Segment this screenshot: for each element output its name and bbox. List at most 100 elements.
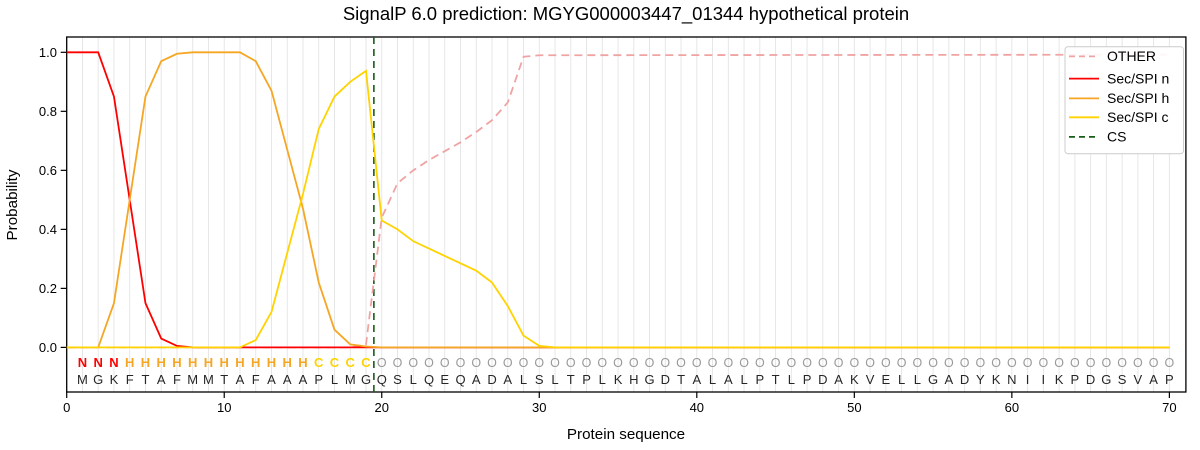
svg-text:0.8: 0.8 — [39, 104, 57, 119]
svg-text:O: O — [1133, 356, 1143, 370]
svg-text:L: L — [898, 372, 905, 387]
svg-text:M: M — [187, 372, 198, 387]
svg-text:O: O — [881, 356, 891, 370]
svg-text:P: P — [1165, 372, 1174, 387]
svg-text:L: L — [740, 372, 747, 387]
svg-text:E: E — [881, 372, 890, 387]
svg-text:G: G — [361, 372, 371, 387]
svg-text:P: P — [755, 372, 764, 387]
svg-text:O: O — [629, 356, 639, 370]
svg-text:A: A — [236, 372, 245, 387]
svg-text:Q: Q — [377, 372, 387, 387]
svg-text:O: O — [456, 356, 466, 370]
svg-text:O: O — [975, 356, 985, 370]
svg-text:P: P — [803, 372, 812, 387]
svg-text:C: C — [330, 355, 340, 370]
svg-text:A: A — [834, 372, 843, 387]
svg-text:O: O — [377, 356, 387, 370]
svg-text:O: O — [440, 356, 450, 370]
svg-text:A: A — [472, 372, 481, 387]
svg-text:Q: Q — [455, 372, 465, 387]
svg-text:O: O — [802, 356, 812, 370]
svg-text:N: N — [1007, 372, 1016, 387]
svg-text:K: K — [614, 372, 623, 387]
svg-text:Q: Q — [424, 372, 434, 387]
svg-text:L: L — [331, 372, 338, 387]
svg-text:60: 60 — [1005, 400, 1019, 415]
svg-text:O: O — [755, 356, 765, 370]
svg-text:D: D — [818, 372, 827, 387]
svg-text:G: G — [93, 372, 103, 387]
svg-text:O: O — [393, 356, 403, 370]
svg-text:A: A — [283, 372, 292, 387]
svg-text:G: G — [644, 372, 654, 387]
svg-text:O: O — [786, 356, 796, 370]
svg-text:H: H — [157, 355, 166, 370]
svg-text:M: M — [77, 372, 88, 387]
svg-text:O: O — [928, 356, 938, 370]
svg-text:I: I — [1042, 372, 1046, 387]
svg-text:L: L — [914, 372, 921, 387]
svg-text:H: H — [629, 372, 638, 387]
svg-text:I: I — [1026, 372, 1030, 387]
svg-text:S: S — [535, 372, 544, 387]
svg-text:O: O — [534, 356, 544, 370]
svg-text:Sec/SPI n: Sec/SPI n — [1107, 70, 1169, 86]
svg-text:O: O — [818, 356, 828, 370]
svg-text:P: P — [314, 372, 323, 387]
svg-text:0.4: 0.4 — [39, 222, 57, 237]
svg-text:D: D — [1086, 372, 1095, 387]
svg-text:H: H — [235, 355, 244, 370]
svg-text:O: O — [487, 356, 497, 370]
svg-text:H: H — [283, 355, 292, 370]
svg-text:V: V — [866, 372, 875, 387]
svg-text:O: O — [912, 356, 922, 370]
svg-text:S: S — [1118, 372, 1127, 387]
svg-text:T: T — [677, 372, 685, 387]
svg-text:A: A — [157, 372, 166, 387]
svg-text:H: H — [251, 355, 260, 370]
svg-text:C: C — [314, 355, 324, 370]
svg-text:A: A — [724, 372, 733, 387]
svg-text:O: O — [1023, 356, 1033, 370]
svg-text:O: O — [408, 356, 418, 370]
svg-text:L: L — [599, 372, 606, 387]
svg-text:CS: CS — [1107, 129, 1126, 145]
svg-text:20: 20 — [375, 400, 389, 415]
svg-text:E: E — [440, 372, 449, 387]
svg-text:A: A — [299, 372, 308, 387]
svg-text:O: O — [550, 356, 560, 370]
svg-text:40: 40 — [690, 400, 704, 415]
svg-text:O: O — [708, 356, 718, 370]
svg-text:L: L — [410, 372, 417, 387]
svg-text:70: 70 — [1162, 400, 1176, 415]
svg-text:SignalP 6.0 prediction: MGYG00: SignalP 6.0 prediction: MGYG000003447_01… — [343, 3, 909, 25]
svg-text:O: O — [897, 356, 907, 370]
svg-text:C: C — [346, 355, 356, 370]
svg-text:K: K — [992, 372, 1001, 387]
svg-text:N: N — [78, 355, 87, 370]
svg-text:0: 0 — [63, 400, 70, 415]
svg-text:K: K — [1055, 372, 1064, 387]
svg-text:OTHER: OTHER — [1107, 48, 1156, 64]
svg-text:L: L — [788, 372, 795, 387]
svg-text:Sec/SPI c: Sec/SPI c — [1107, 109, 1168, 125]
svg-text:O: O — [1007, 356, 1017, 370]
svg-text:50: 50 — [847, 400, 861, 415]
svg-text:30: 30 — [532, 400, 546, 415]
svg-text:D: D — [960, 372, 969, 387]
svg-text:O: O — [991, 356, 1001, 370]
svg-text:0.2: 0.2 — [39, 281, 57, 296]
svg-text:G: G — [1101, 372, 1111, 387]
svg-text:O: O — [519, 356, 529, 370]
svg-text:O: O — [865, 356, 875, 370]
svg-text:L: L — [551, 372, 558, 387]
svg-text:O: O — [645, 356, 655, 370]
svg-text:F: F — [173, 372, 181, 387]
svg-text:O: O — [723, 356, 733, 370]
svg-text:H: H — [267, 355, 276, 370]
svg-text:O: O — [597, 356, 607, 370]
svg-text:O: O — [613, 356, 623, 370]
svg-text:O: O — [424, 356, 434, 370]
svg-text:T: T — [567, 372, 575, 387]
